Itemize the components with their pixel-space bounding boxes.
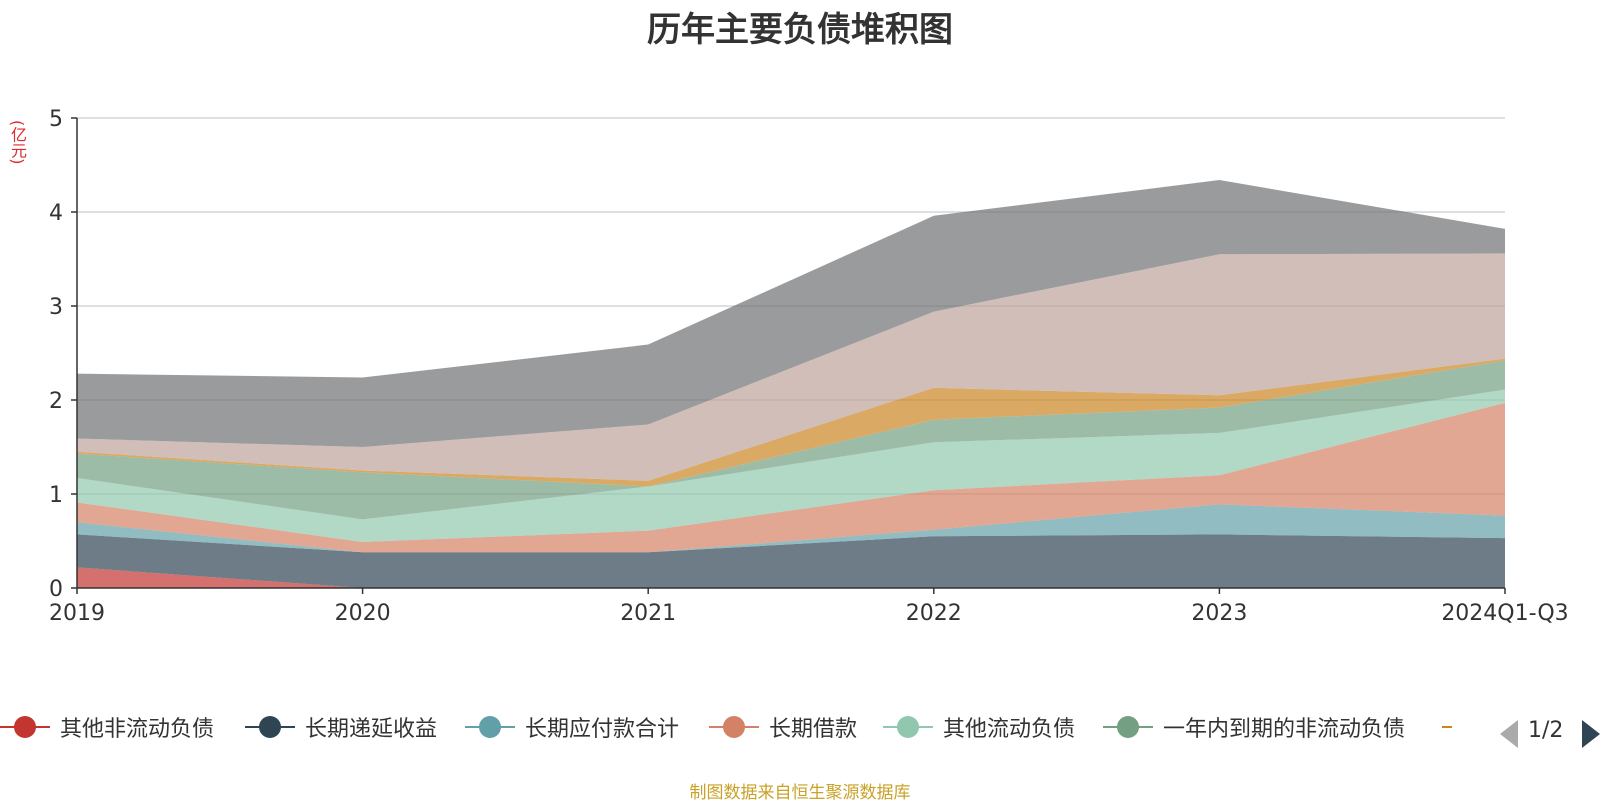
triangle-left-icon[interactable]	[1500, 720, 1518, 748]
y-tick-label: 0	[49, 577, 63, 602]
y-tick-label: 2	[49, 389, 63, 414]
x-tick-label: 2021	[620, 601, 676, 626]
y-axis-unit-label: (亿元)	[8, 120, 27, 165]
legend-label: 其他流动负债	[943, 717, 1076, 742]
y-tick-label: 4	[49, 201, 63, 226]
legend-label: 长期应付款合计	[525, 717, 680, 742]
x-tick-label: 2020	[335, 601, 391, 626]
area-series-1	[77, 567, 1505, 588]
legend-label: 一年内到期的非流动负债	[1163, 717, 1406, 742]
area-series-3	[77, 504, 1505, 553]
legend-label: 长期递延收益	[305, 717, 438, 742]
legend-symbol-icon	[883, 712, 933, 742]
legend-item[interactable]: 长期递延收益	[245, 712, 437, 742]
x-tick-label: 2019	[49, 601, 105, 626]
y-tick-label: 1	[49, 483, 63, 508]
area-series-2	[77, 534, 1505, 588]
legend-item[interactable]: 一年内到期的非流动负债	[1103, 712, 1405, 742]
area-series-9	[77, 180, 1505, 448]
stacked-area-chart: 0 1 2 3 4 5 2019 2020 2021 2022 2023 2024Q1-Q3	[49, 107, 1569, 626]
area-series-4	[77, 402, 1505, 553]
triangle-right-icon[interactable]	[1582, 720, 1600, 748]
legend-symbol-icon	[1442, 726, 1452, 728]
legend-item[interactable]: 长期应付款合计	[465, 712, 679, 742]
area-series-6	[77, 360, 1505, 520]
legend: 其他非流动负债 长期递延收益 长期应付款合计 长期借款 其他流动负债 一年内到期的非流动负…	[0, 712, 1600, 752]
legend-symbol-icon	[1103, 712, 1153, 742]
y-tick-label: 3	[49, 295, 63, 320]
legend-label: 长期借款	[769, 717, 858, 742]
legend-item[interactable]: 其他非流动负债	[0, 712, 214, 742]
legend-symbol-icon	[245, 712, 295, 742]
legend-symbol-icon	[465, 712, 515, 742]
data-source-note: 制图数据来自恒生聚源数据库	[689, 783, 911, 803]
legend-item[interactable]: 长期借款	[709, 712, 857, 742]
legend-label: 其他非流动负债	[60, 717, 215, 742]
x-tick-label: 2024Q1-Q3	[1441, 601, 1568, 626]
legend-item[interactable]: 其他流动负债	[883, 712, 1075, 742]
x-tick-label: 2022	[906, 601, 962, 626]
axes: 0 1 2 3 4 5 2019 2020 2021 2022 2023 2024Q1-Q3	[49, 107, 1569, 626]
legend-pager: 1/2	[1500, 716, 1600, 750]
y-tick-label: 5	[49, 107, 63, 132]
area-series	[77, 180, 1505, 588]
legend-symbol-icon	[0, 712, 50, 742]
chart-title: 历年主要负债堆积图	[647, 10, 953, 50]
area-series-8	[77, 253, 1505, 481]
legend-page-indicator: 1/2	[1528, 718, 1564, 743]
legend-symbol-icon	[709, 712, 759, 742]
area-series-5	[77, 389, 1505, 542]
x-tick-label: 2023	[1191, 601, 1247, 626]
